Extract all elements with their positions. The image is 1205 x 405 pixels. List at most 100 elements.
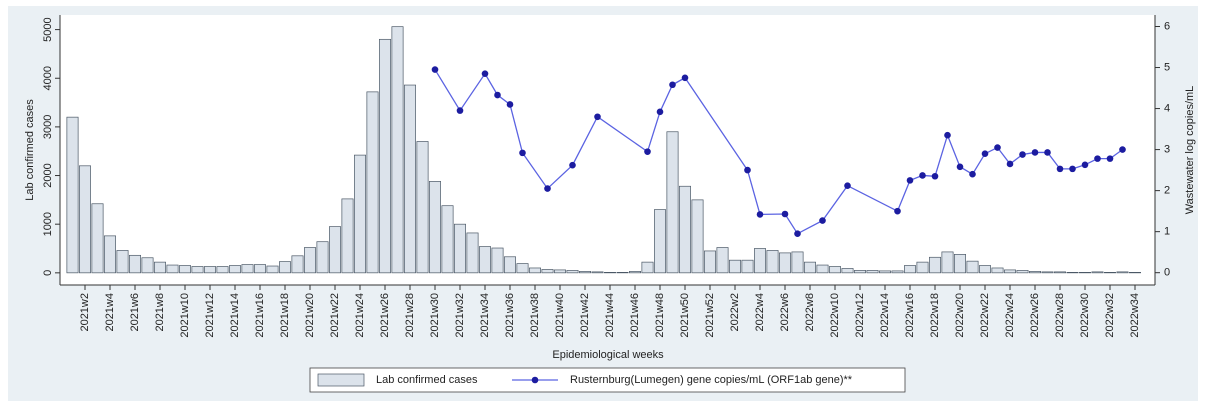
bar: [254, 264, 266, 274]
x-tick-label: 2022w22: [979, 293, 991, 338]
x-tick-label: 2021w38: [529, 293, 541, 338]
line-marker: [906, 177, 914, 184]
x-tick-label: 2021w44: [604, 293, 616, 338]
line-marker: [494, 91, 501, 99]
line-marker: [569, 161, 576, 169]
bar: [891, 270, 904, 274]
x-tick-label: 2021w36: [504, 293, 516, 338]
bar: [679, 185, 691, 274]
bar: [516, 263, 529, 274]
bar: [241, 264, 254, 274]
bar: [429, 181, 441, 274]
bar: [1041, 271, 1054, 274]
x-tick-label: 2021w26: [379, 293, 391, 338]
y-tick-label: 3000: [42, 115, 54, 139]
x-tick-label: 2022w14: [879, 293, 891, 338]
x-tick-label: 2021w52: [704, 293, 716, 338]
bar: [741, 259, 754, 274]
bar: [854, 270, 866, 274]
bar: [79, 165, 91, 274]
bar: [979, 265, 991, 274]
line-marker: [481, 70, 489, 77]
x-tick-label: 2022w32: [1104, 293, 1116, 338]
x-tick-label: 2022w16: [904, 293, 916, 338]
y2-tick-label: 2: [1164, 185, 1170, 197]
x-tick-label: 2021w48: [654, 293, 666, 338]
x-tick-label: 2021w4: [104, 293, 116, 332]
x-tick-label: 2022w12: [854, 293, 866, 338]
line-marker: [981, 150, 989, 157]
x-tick-label: 2021w2: [79, 293, 91, 332]
legend-label: Rusternburg(Lumegen) gene copies/mL (ORF…: [570, 374, 853, 386]
bar: [629, 271, 641, 274]
x-tick-label: 2021w46: [629, 293, 641, 338]
legend-marker: [531, 376, 539, 384]
x-tick-label: 2022w28: [1054, 293, 1066, 338]
line-marker: [956, 163, 964, 171]
bar: [579, 271, 591, 274]
line-marker: [794, 230, 801, 238]
bar: [266, 265, 279, 274]
bar: [179, 265, 191, 274]
line-marker: [681, 74, 689, 82]
line-marker: [1081, 161, 1089, 169]
x-tick-label: 2022w2: [729, 293, 741, 332]
bar: [304, 247, 316, 274]
line-marker: [844, 182, 851, 189]
line-marker: [1006, 160, 1014, 168]
bar: [779, 252, 791, 274]
x-tick-label: 2021w16: [254, 293, 266, 338]
line-marker: [431, 66, 439, 73]
legend-label: Lab confirmed cases: [376, 374, 478, 386]
bar: [666, 131, 679, 274]
line-marker: [594, 113, 601, 121]
bar: [341, 198, 354, 274]
bar: [1116, 271, 1129, 274]
bar: [329, 226, 341, 274]
bar: [829, 266, 841, 274]
bar: [191, 266, 204, 274]
bar: [879, 270, 891, 274]
bar: [529, 267, 541, 274]
line-marker: [756, 211, 764, 218]
line-marker: [656, 108, 664, 116]
y-axis-title: Lab confirmed cases: [24, 99, 36, 201]
x-tick-label: 2021w20: [304, 293, 316, 338]
line-marker: [1056, 165, 1064, 173]
line-marker: [781, 210, 789, 218]
bar: [716, 247, 729, 274]
x-tick-label: 2021w28: [404, 293, 416, 338]
line-marker: [969, 170, 976, 178]
bar: [541, 269, 554, 274]
line-marker: [919, 172, 926, 179]
bar: [454, 223, 466, 274]
y2-tick-label: 5: [1164, 61, 1170, 73]
bar: [554, 269, 566, 274]
bar: [591, 271, 604, 274]
bar: [66, 116, 79, 274]
bar: [729, 259, 741, 274]
bar: [354, 154, 366, 274]
x-tick-label: 2022w4: [754, 293, 766, 332]
bar: [766, 250, 779, 274]
bar: [1091, 271, 1104, 274]
plot-area: [60, 15, 1155, 285]
y-tick-label: 4000: [42, 66, 54, 90]
line-marker: [644, 148, 651, 155]
x-tick-label: 2021w34: [479, 293, 491, 338]
bar: [316, 241, 329, 274]
x-tick-label: 2022w10: [829, 293, 841, 338]
bar: [141, 257, 154, 274]
bar: [816, 264, 829, 274]
bar: [704, 250, 716, 274]
x-tick-label: 2021w12: [204, 293, 216, 338]
x-tick-label: 2021w14: [229, 293, 241, 338]
x-tick-label: 2021w10: [179, 293, 191, 338]
bar: [866, 270, 879, 274]
y2-tick-label: 0: [1164, 267, 1170, 279]
bar: [441, 205, 454, 274]
bar: [216, 266, 229, 274]
line-marker: [1094, 155, 1101, 162]
y2-tick-label: 1: [1164, 226, 1170, 238]
